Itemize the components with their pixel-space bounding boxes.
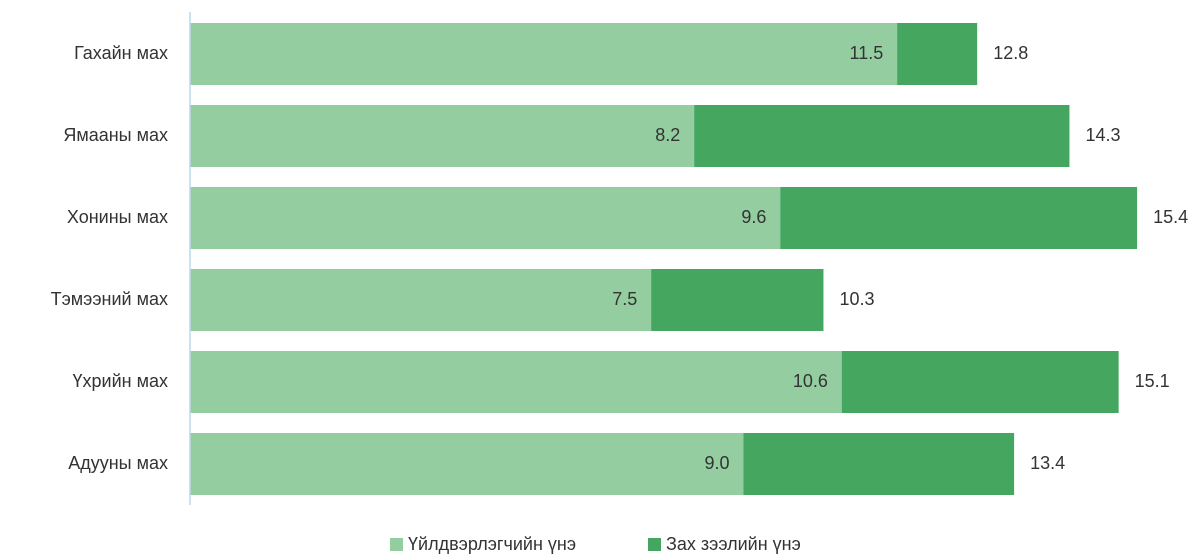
- bar: [190, 351, 842, 413]
- bar: [190, 187, 781, 249]
- y-tick-label: Гахайн мах: [74, 43, 168, 63]
- legend-label: Зах зээлийн үнэ: [666, 534, 801, 554]
- data-label: 15.4: [1153, 207, 1188, 227]
- data-label: 9.0: [704, 453, 729, 473]
- y-tick-label: Адууны мах: [68, 453, 168, 473]
- bar: [190, 269, 652, 331]
- y-tick-label: Хонины мах: [67, 207, 168, 227]
- data-label: 12.8: [993, 43, 1028, 63]
- bar: [190, 433, 744, 495]
- legend-swatch: [648, 538, 661, 551]
- data-label: 10.3: [839, 289, 874, 309]
- bar: [190, 23, 898, 85]
- data-label: 14.3: [1085, 125, 1120, 145]
- legend-swatch: [390, 538, 403, 551]
- y-tick-label: Ямааны мах: [63, 125, 168, 145]
- data-label: 11.5: [850, 43, 884, 63]
- data-label: 15.1: [1135, 371, 1170, 391]
- legend-label: Үйлдвэрлэгчийн үнэ: [408, 534, 576, 554]
- data-label: 9.6: [741, 207, 766, 227]
- data-label: 8.2: [655, 125, 680, 145]
- y-tick-label: Тэмээний мах: [51, 289, 168, 309]
- data-label: 7.5: [612, 289, 637, 309]
- data-label: 13.4: [1030, 453, 1065, 473]
- bar: [190, 105, 695, 167]
- data-label: 10.6: [793, 371, 828, 391]
- y-tick-label: Үхрийн мах: [73, 371, 168, 391]
